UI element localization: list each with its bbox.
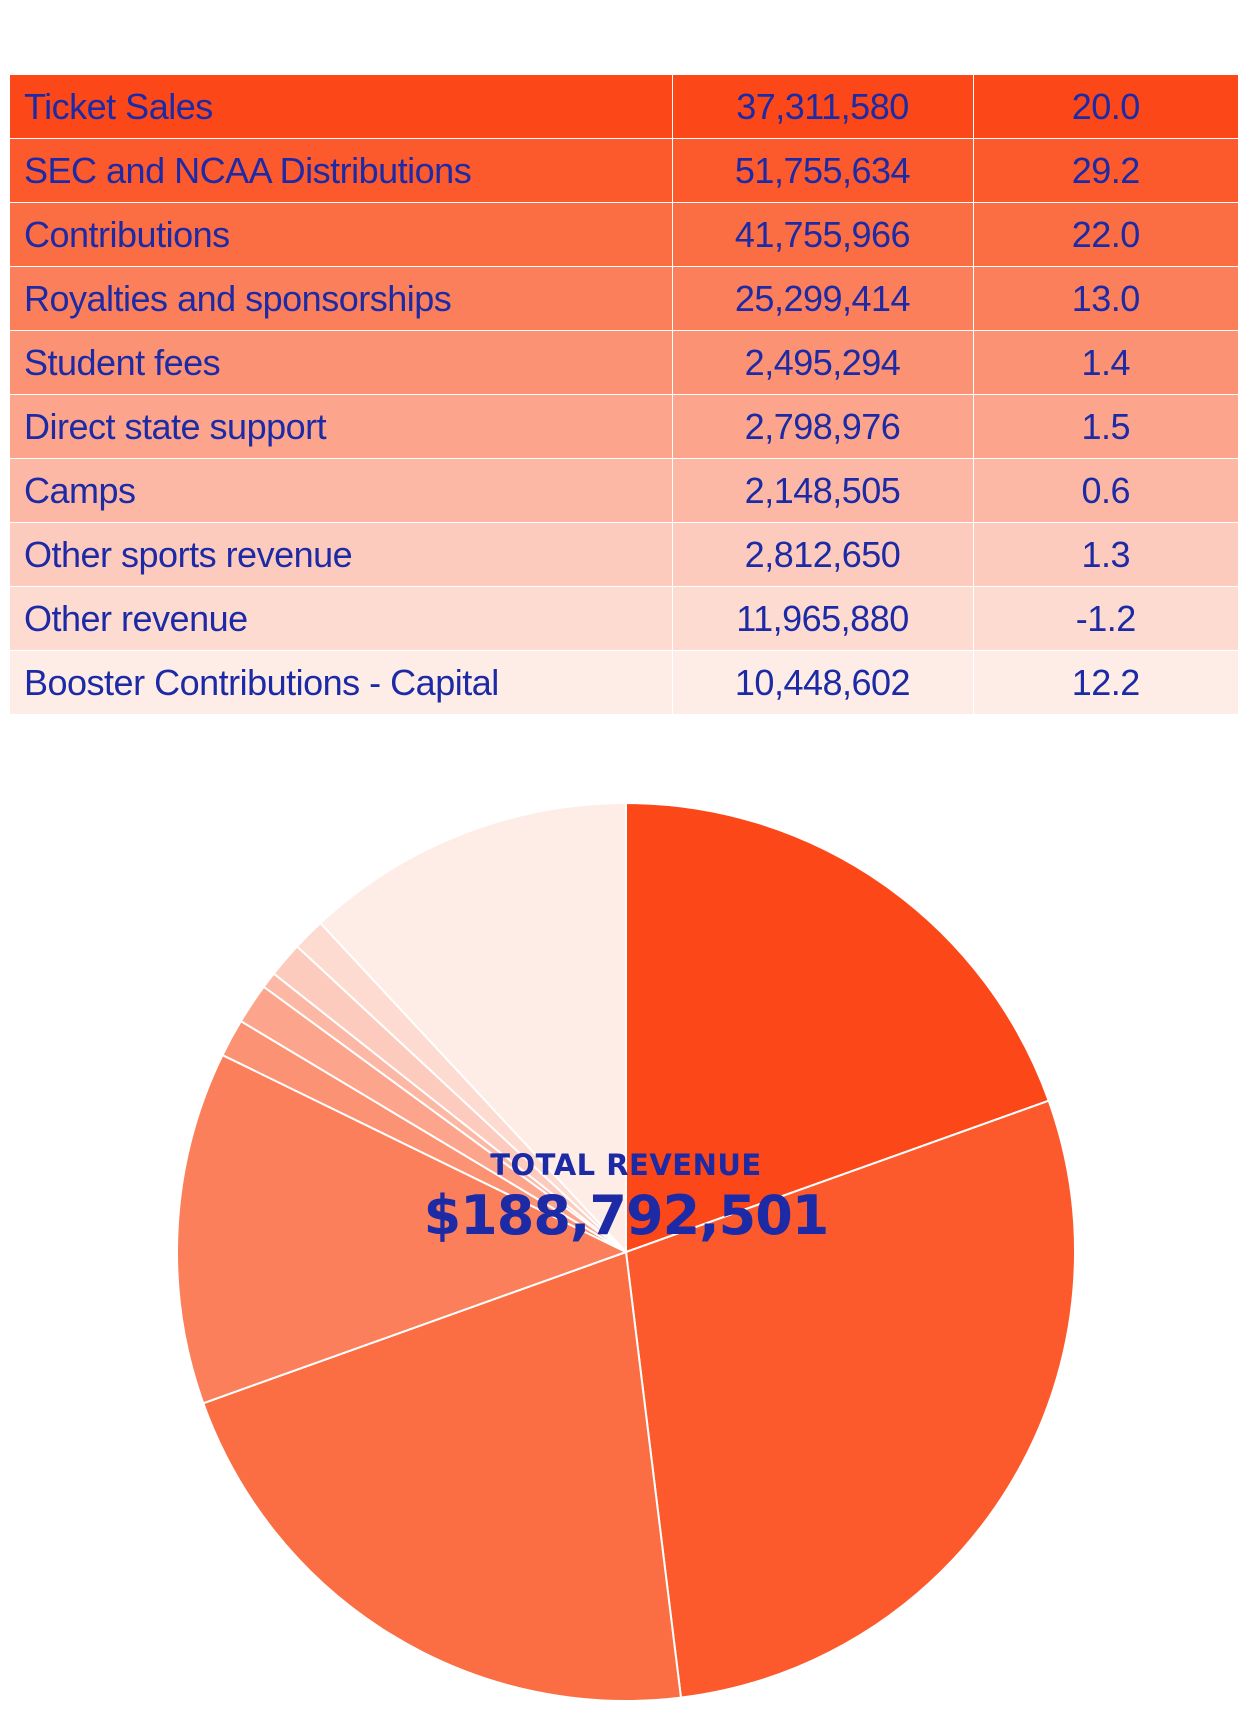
revenue-amount: 2,812,650 [672, 522, 974, 587]
revenue-percent: 29.2 [973, 138, 1238, 203]
pie-slice [202, 1251, 682, 1702]
revenue-percent: -1.2 [973, 586, 1238, 651]
revenue-amount: 41,755,966 [672, 202, 974, 267]
table-row: SEC and NCAA Distributions 51,755,634 29.2 [10, 138, 1238, 203]
table-row: Contributions 41,755,966 22.0 [10, 202, 1238, 267]
table-row: Direct state support 2,798,976 1.5 [10, 394, 1238, 459]
revenue-amount: 25,299,414 [672, 266, 974, 331]
revenue-table: Ticket Sales 37,311,580 20.0 SEC and NCAA D… [10, 75, 1238, 715]
revenue-amount: 11,965,880 [672, 586, 974, 651]
revenue-source-label: Student fees [10, 330, 673, 395]
revenue-pie-chart [176, 802, 1076, 1702]
revenue-amount: 2,798,976 [672, 394, 974, 459]
revenue-percent: 22.0 [973, 202, 1238, 267]
revenue-percent: 1.5 [973, 394, 1238, 459]
table-row: Student fees 2,495,294 1.4 [10, 330, 1238, 395]
revenue-percent: 1.3 [973, 522, 1238, 587]
revenue-source-label: Other revenue [10, 586, 673, 651]
revenue-amount: 2,148,505 [672, 458, 974, 523]
revenue-source-label: SEC and NCAA Distributions [10, 138, 673, 203]
revenue-amount: 37,311,580 [672, 75, 974, 139]
pie-slice [625, 1099, 1076, 1699]
revenue-source-label: Direct state support [10, 394, 673, 459]
revenue-percent: 12.2 [973, 650, 1238, 715]
pie-slice [319, 802, 627, 1253]
total-revenue-label: TOTAL REVENUE [490, 1148, 762, 1182]
table-row: Other revenue 11,965,880 -1.2 [10, 586, 1238, 651]
revenue-source-label: Other sports revenue [10, 522, 673, 587]
revenue-percent: 1.4 [973, 330, 1238, 395]
total-revenue-callout: TOTAL REVENUE $188,792,501 [0, 1148, 1252, 1248]
revenue-source-label: Contributions [10, 202, 673, 267]
table-row: Booster Contributions - Capital 10,448,60… [10, 650, 1238, 715]
pie-slice [176, 1054, 627, 1405]
revenue-percent: 13.0 [973, 266, 1238, 331]
revenue-source-label: Royalties and sponsorships [10, 266, 673, 331]
table-row: Camps 2,148,505 0.6 [10, 458, 1238, 523]
revenue-amount: 2,495,294 [672, 330, 974, 395]
table-row: Other sports revenue 2,812,650 1.3 [10, 522, 1238, 587]
revenue-amount: 51,755,634 [672, 138, 974, 203]
table-row: Ticket Sales 37,311,580 20.0 [10, 75, 1238, 139]
pie-slice [625, 802, 1050, 1253]
revenue-source-label: Ticket Sales [10, 75, 673, 139]
revenue-source-label: Booster Contributions - Capital [10, 650, 673, 715]
revenue-amount: 10,448,602 [672, 650, 974, 715]
table-row: Royalties and sponsorships 25,299,414 13.0 [10, 266, 1238, 331]
revenue-percent: 0.6 [973, 458, 1238, 523]
revenue-percent: 20.0 [973, 75, 1238, 139]
revenue-source-label: Camps [10, 458, 673, 523]
total-revenue-value: $188,792,501 [423, 1184, 830, 1247]
